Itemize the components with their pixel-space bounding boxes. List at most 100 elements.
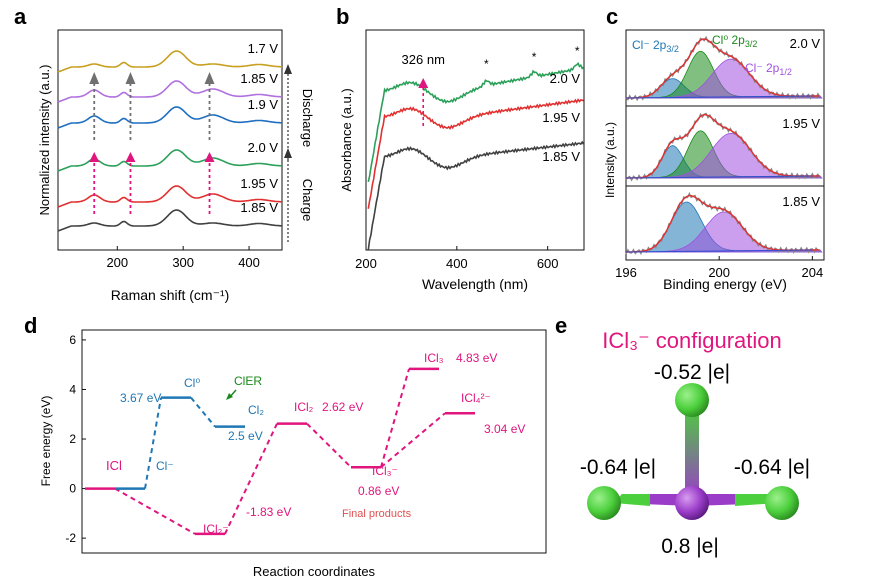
energy-cl2: 2.5 eV <box>228 429 263 443</box>
panel-label-e: e <box>555 313 567 338</box>
panel-a-ylabel: Normalized intensity (a.u.) <box>37 65 52 216</box>
energy-icl4: 3.04 eV <box>484 422 525 436</box>
panel-label-d: d <box>24 313 37 338</box>
charge-arrowhead-2 <box>204 152 215 162</box>
panel-e-title: ICl₃⁻ configuration <box>602 328 782 353</box>
label-cl2: Cl₂ <box>248 403 264 417</box>
panel-d-ylabel: Free energy (eV) <box>39 396 53 487</box>
panel-label-c: c <box>606 4 618 29</box>
panel-a-series <box>57 50 282 232</box>
energy-icl3: 4.83 eV <box>456 351 497 365</box>
charge-top: -0.52 |e| <box>654 361 730 384</box>
c-xtick-label-0: 196 <box>615 265 637 280</box>
uvvis-series-1 <box>367 98 584 209</box>
panel-c-subplots <box>625 35 823 256</box>
panel-d-levels <box>85 367 475 536</box>
charge-arrowhead-1 <box>125 152 136 162</box>
charge-arrowhead-0 <box>89 152 100 162</box>
d-ytick-label-1: 0 <box>69 482 76 496</box>
connection-4 <box>306 422 352 468</box>
raman-series-4 <box>57 80 282 103</box>
a-xtick-label-1: 300 <box>172 255 194 270</box>
raman-label-1: 1.95 V <box>240 176 278 191</box>
bond-top <box>685 404 699 500</box>
panel-b-series-labels: 1.85 V 1.95 V 2.0 V <box>542 71 580 164</box>
charge-arrowhead <box>284 148 292 158</box>
d-ytick-label-0: -2 <box>65 531 76 545</box>
discharge-arrowhead-0 <box>89 72 100 84</box>
raman-label-5: 1.7 V <box>248 41 279 56</box>
panel-a-xlabel: Raman shift (cm⁻¹) <box>111 287 230 303</box>
uvvis-series-0 <box>367 140 585 251</box>
panel-d-y-ticks: -2 0 2 4 6 <box>65 333 86 545</box>
b-xtick-label-0: 200 <box>355 256 377 271</box>
label-icl3-minus: ICl₃⁻ <box>372 464 398 478</box>
connection-3 <box>224 423 278 535</box>
uvvis-label-1: 1.95 V <box>542 110 580 125</box>
raman-series-3 <box>57 106 282 129</box>
charge-center: 0.8 |e| <box>661 535 719 558</box>
b-xtick-label-1: 400 <box>446 256 468 271</box>
xps-label-0: 2.0 V <box>790 36 821 51</box>
connection-2 <box>190 397 216 428</box>
label-cl0: Cl⁰ <box>184 376 200 390</box>
legend-cl-minus-12: Cl⁻ 2p1/2 <box>745 61 792 77</box>
panel-a-x-ticks: 200 300 400 <box>106 246 260 270</box>
energy-icl3-minus: 0.86 eV <box>358 484 399 498</box>
label-icl4: ICl₄²⁻ <box>461 391 491 405</box>
b-xtick-label-2: 600 <box>537 256 559 271</box>
i-atom-center <box>675 486 709 520</box>
panel-d-xlabel: Reaction coordinates <box>253 564 376 579</box>
molecule <box>587 383 799 520</box>
cl-atom-top <box>675 383 709 417</box>
legend-cl-minus-32: Cl⁻ 2p3/2 <box>632 38 679 54</box>
c-xtick-label-1: 200 <box>708 265 730 280</box>
raman-series-0 <box>57 209 282 232</box>
label-icl2-minus: ICl₂⁻ <box>203 522 229 536</box>
raman-label-3: 1.9 V <box>248 97 279 112</box>
d-ytick-label-3: 4 <box>69 382 76 396</box>
cler-arrowhead <box>226 393 233 400</box>
charge-left: -0.64 |e| <box>580 456 656 479</box>
discharge-arrowhead-1 <box>125 72 136 84</box>
discharge-arrowhead <box>284 64 292 74</box>
panel-a-arrows <box>89 72 215 214</box>
annotation-326nm: 326 nm <box>402 52 445 67</box>
raman-label-4: 1.85 V <box>240 71 278 86</box>
xps-label-2: 1.85 V <box>782 194 820 209</box>
panel-d: d -2 0 2 4 6 Reaction coordinates Free energ… <box>24 313 547 579</box>
charge-right: -0.64 |e| <box>734 456 810 479</box>
bond-left-cl-half <box>614 494 650 506</box>
uvvis-label-0: 1.85 V <box>542 149 580 164</box>
energy-cl0: 3.67 eV <box>120 391 161 405</box>
connection-6 <box>380 412 446 469</box>
xps-envelope-1 <box>626 113 820 179</box>
uvvis-label-2: 2.0 V <box>550 71 581 86</box>
raman-label-0: 1.85 V <box>240 200 278 215</box>
panel-e: e ICl₃⁻ configuration -0.52 |e| -0.64 |e… <box>555 313 810 558</box>
panel-c-frame <box>625 29 825 261</box>
label-icl: ICl <box>106 458 122 473</box>
discharge-arrowhead-2 <box>204 72 215 84</box>
a-xtick-label-0: 200 <box>106 255 128 270</box>
panel-b-stars: * * * <box>484 44 580 71</box>
panel-a-series-labels: 1.85 V 1.95 V 2.0 V 1.9 V 1.85 V 1.7 V <box>240 41 278 215</box>
discharge-label: Discharge <box>300 89 315 148</box>
cl-atom-left <box>587 486 621 520</box>
panel-c-subplot-labels: 2.0 V 1.95 V 1.85 V <box>782 36 820 209</box>
connection-0 <box>114 487 196 535</box>
panel-b-ylabel: Absorbance (a.u.) <box>339 88 354 191</box>
d-ytick-label-4: 6 <box>69 333 76 347</box>
panel-c-x-ticks: 196 200 204 <box>615 256 823 280</box>
panel-a-frame <box>57 29 283 251</box>
panel-b-x-ticks: 200 400 600 <box>355 246 559 271</box>
connection-5 <box>380 368 410 468</box>
c-xtick-label-2: 204 <box>802 265 824 280</box>
panel-b-frame <box>365 29 585 251</box>
raman-series-1 <box>57 185 282 208</box>
d-ytick-label-2: 2 <box>69 432 76 446</box>
legend-cl0-32: Cl⁰ 2p3/2 <box>712 33 757 49</box>
xps-background-0 <box>625 95 813 99</box>
